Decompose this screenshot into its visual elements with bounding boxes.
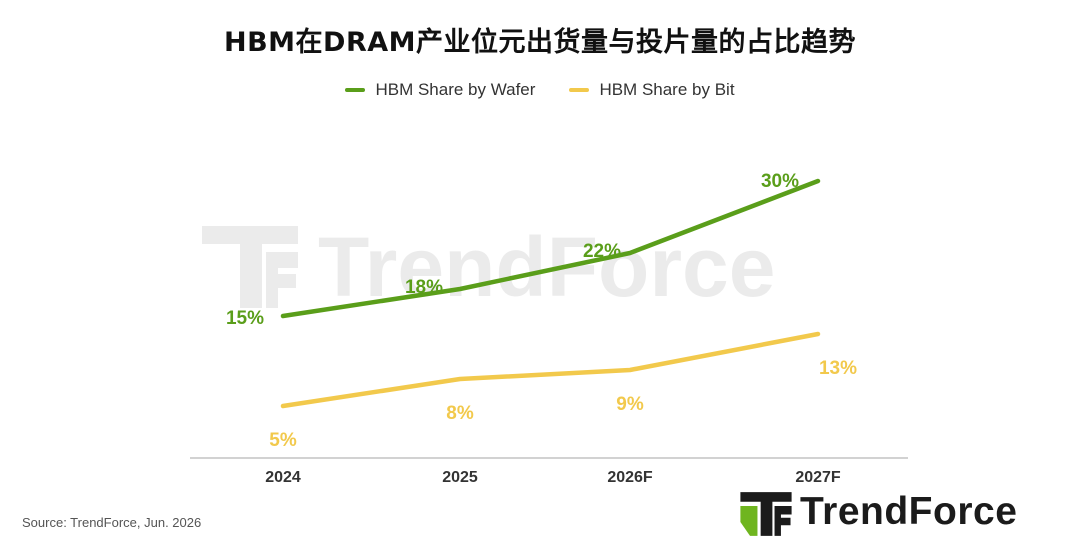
series-layer: 15% 18% 22% 30% 5% 8% 9% 13%	[226, 171, 857, 451]
x-tick-label-2025: 2025	[442, 469, 478, 486]
x-tick-label-2024: 2024	[265, 469, 301, 486]
legend-label-bit: HBM Share by Bit	[599, 80, 735, 99]
legend-item-wafer: HBM Share by Wafer	[345, 80, 535, 100]
legend-label-wafer: HBM Share by Wafer	[375, 80, 536, 99]
chart-legend: HBM Share by Wafer HBM Share by Bit	[0, 80, 1080, 100]
watermark-mark-icon	[202, 226, 298, 308]
data-label-wafer-2024: 15%	[226, 308, 264, 329]
x-tick-labels: 2024 2025 2026F 2027F	[265, 469, 841, 486]
data-label-wafer-2027f: 30%	[761, 171, 799, 192]
legend-swatch-bit	[569, 88, 590, 92]
data-label-wafer-2025: 18%	[405, 277, 443, 298]
series-line-bit	[280, 331, 821, 409]
data-label-bit-2026f: 9%	[616, 394, 644, 415]
brand-name: TrendForce	[800, 490, 1018, 533]
x-tick-label-2026f: 2026F	[607, 469, 653, 486]
trendforce-mark-icon	[740, 492, 792, 536]
data-label-bit-2025: 8%	[446, 403, 474, 424]
data-label-wafer-2026f: 22%	[583, 241, 621, 262]
data-label-bit-2027f: 13%	[819, 358, 857, 379]
chart-title: HBM在DRAM产业位元出货量与投片量的占比趋势	[223, 27, 856, 58]
x-tick-label-2027f: 2027F	[795, 469, 841, 486]
source-note: Source: TrendForce, Jun. 2026	[22, 515, 202, 530]
series-line-wafer	[280, 178, 821, 319]
brand-logo: TrendForce	[738, 488, 1068, 538]
legend-swatch-wafer	[345, 88, 366, 92]
legend-item-bit: HBM Share by Bit	[569, 80, 735, 100]
data-label-bit-2024: 5%	[269, 430, 297, 451]
